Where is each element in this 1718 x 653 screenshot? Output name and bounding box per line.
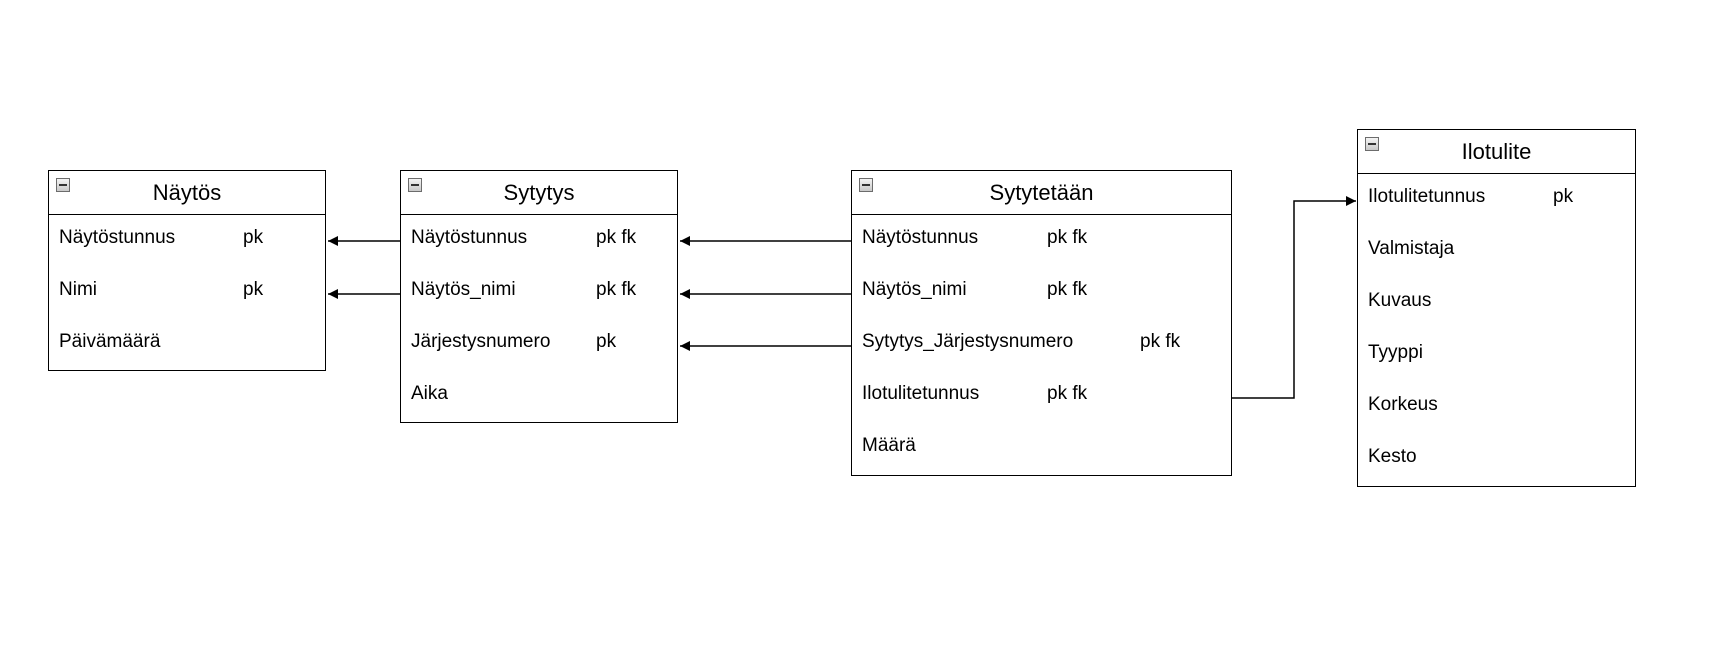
field-row[interactable]: Aika bbox=[401, 371, 677, 423]
field-keys: pk fk bbox=[1047, 383, 1088, 404]
field-row[interactable]: Ilotulitetunnus pk fk bbox=[852, 371, 1231, 423]
field-keys: pk bbox=[596, 331, 617, 352]
entity-header: Ilotulite bbox=[1358, 130, 1635, 174]
field-name: Kuvaus bbox=[1368, 290, 1432, 311]
field-list: Näytöstunnus pk fk Näytös_nimi pk fk Syt… bbox=[852, 215, 1231, 475]
field-row[interactable]: Päivämäärä bbox=[49, 319, 325, 371]
field-name: Ilotulitetunnus bbox=[862, 383, 980, 404]
entity-header: Sytytetään bbox=[852, 171, 1231, 215]
collapse-icon[interactable] bbox=[408, 178, 422, 192]
collapse-icon[interactable] bbox=[859, 178, 873, 192]
relationship-line[interactable] bbox=[1232, 196, 1356, 399]
field-row[interactable]: Kuvaus bbox=[1358, 278, 1635, 330]
field-row[interactable]: Määrä bbox=[852, 423, 1231, 475]
field-keys: pk fk bbox=[1140, 331, 1181, 352]
field-name: Ilotulitetunnus bbox=[1368, 186, 1486, 207]
entity-title: Sytytetään bbox=[989, 179, 1094, 205]
field-keys: pk bbox=[1553, 186, 1574, 207]
field-name: Näytös_nimi bbox=[411, 279, 516, 300]
field-row[interactable]: Kesto bbox=[1358, 434, 1635, 486]
collapse-icon[interactable] bbox=[1365, 137, 1379, 151]
field-row[interactable]: Sytytys_Järjestysnumero pk fk bbox=[852, 319, 1231, 371]
field-keys: pk fk bbox=[596, 227, 637, 248]
field-row[interactable]: Näytöstunnus pk bbox=[49, 215, 325, 267]
field-keys: pk fk bbox=[1047, 279, 1088, 300]
field-name: Korkeus bbox=[1368, 394, 1438, 415]
field-list: Näytöstunnus pk Nimi pk Päivämäärä bbox=[49, 215, 325, 371]
field-name: Aika bbox=[411, 383, 448, 404]
field-name: Tyyppi bbox=[1368, 342, 1423, 363]
field-row[interactable]: Korkeus bbox=[1358, 382, 1635, 434]
entity-title: Ilotulite bbox=[1461, 138, 1532, 164]
entity-header: Sytytys bbox=[401, 171, 677, 215]
field-row[interactable]: Näytös_nimi pk fk bbox=[852, 267, 1231, 319]
field-name: Määrä bbox=[862, 435, 916, 456]
field-row[interactable]: Näytöstunnus pk fk bbox=[401, 215, 677, 267]
field-name: Näytöstunnus bbox=[411, 227, 528, 248]
field-row[interactable]: Näytös_nimi pk fk bbox=[401, 267, 677, 319]
field-name: Valmistaja bbox=[1368, 238, 1455, 259]
field-list: Ilotulitetunnus pk Valmistaja Kuvaus Tyy… bbox=[1358, 174, 1635, 486]
field-name: Järjestysnumero bbox=[411, 331, 551, 352]
field-row[interactable]: Näytöstunnus pk fk bbox=[852, 215, 1231, 267]
field-row[interactable]: Tyyppi bbox=[1358, 330, 1635, 382]
field-name: Kesto bbox=[1368, 446, 1417, 467]
entity-sytytetaan[interactable]: Sytytetään Näytöstunnus pk fk Näytös_nim… bbox=[851, 170, 1232, 476]
field-name: Nimi bbox=[59, 279, 97, 300]
entity-title: Näytös bbox=[152, 179, 222, 205]
entity-sytytys[interactable]: Sytytys Näytöstunnus pk fk Näytös_nimi p… bbox=[400, 170, 678, 423]
field-name: Päivämäärä bbox=[59, 331, 161, 352]
field-keys: pk fk bbox=[596, 279, 637, 300]
entity-title: Sytytys bbox=[503, 179, 575, 205]
field-keys: pk bbox=[243, 227, 264, 248]
collapse-icon[interactable] bbox=[56, 178, 70, 192]
field-list: Näytöstunnus pk fk Näytös_nimi pk fk Jär… bbox=[401, 215, 677, 423]
field-row[interactable]: Järjestysnumero pk bbox=[401, 319, 677, 371]
entity-header: Näytös bbox=[49, 171, 325, 215]
field-name: Näytöstunnus bbox=[59, 227, 176, 248]
field-name: Näytös_nimi bbox=[862, 279, 967, 300]
field-row[interactable]: Valmistaja bbox=[1358, 226, 1635, 278]
field-name: Sytytys_Järjestysnumero bbox=[862, 331, 1074, 352]
field-keys: pk fk bbox=[1047, 227, 1088, 248]
field-keys: pk bbox=[243, 279, 264, 300]
entity-ilotulite[interactable]: Ilotulite Ilotulitetunnus pk Valmistaja … bbox=[1357, 129, 1636, 487]
entity-naytos[interactable]: Näytös Näytöstunnus pk Nimi pk Päivämäär… bbox=[48, 170, 326, 371]
field-name: Näytöstunnus bbox=[862, 227, 979, 248]
field-row[interactable]: Ilotulitetunnus pk bbox=[1358, 174, 1635, 226]
field-row[interactable]: Nimi pk bbox=[49, 267, 325, 319]
